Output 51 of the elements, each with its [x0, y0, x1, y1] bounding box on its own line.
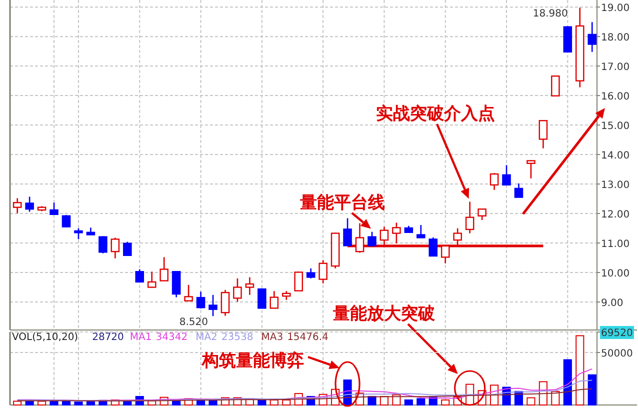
y-tick-label: 13.00	[601, 180, 630, 192]
bar	[258, 400, 266, 406]
bar	[270, 399, 278, 406]
bar	[416, 398, 426, 406]
y-tick-label: 17.00	[601, 62, 630, 74]
bar	[380, 396, 389, 406]
y-tick-label: 18.00	[601, 32, 630, 44]
candlestick	[12, 198, 22, 214]
text: MA3	[261, 332, 284, 343]
bar	[208, 400, 218, 406]
bar	[563, 359, 572, 406]
y-tick-label: 14.00	[601, 150, 630, 162]
candlestick	[282, 290, 291, 301]
text: MA2	[196, 332, 218, 343]
y-tick-label: 50000	[601, 348, 633, 360]
annotation: 8.520	[179, 317, 208, 328]
bar	[576, 335, 584, 406]
candlestick	[465, 201, 474, 234]
annotation: 构筑量能博弈	[201, 350, 304, 371]
text: MA1	[130, 332, 152, 343]
candlestick	[245, 276, 254, 296]
annotation: 18.980	[532, 8, 568, 20]
bar	[441, 399, 450, 406]
annotation: 15476.4	[287, 332, 328, 343]
annotation: 28720	[92, 332, 124, 343]
y-tick-label: 16.00	[601, 92, 630, 103]
y-tick-label: 69520	[601, 328, 633, 339]
bar	[13, 400, 22, 406]
annotation: 实战突破介入点	[376, 104, 495, 124]
bar	[282, 399, 291, 406]
chart-title: VOL(5,10,20)	[12, 332, 78, 343]
y-tick-label: 12.00	[601, 210, 630, 221]
bar	[196, 400, 206, 406]
line-series	[16, 380, 593, 402]
y-tick-label: 9.00	[601, 298, 624, 309]
line-series	[16, 388, 593, 402]
y-tick-label: 10.00	[601, 268, 630, 280]
y-tick-label: 19.00	[601, 3, 630, 14]
bar	[74, 402, 83, 406]
bar	[404, 399, 413, 406]
annotation: 23538	[221, 332, 254, 343]
bar	[588, 374, 596, 406]
bar	[526, 397, 536, 406]
annotation: 量能平台线	[299, 193, 385, 213]
y-tick-label: 15.00	[601, 121, 630, 132]
annotation: 量能放大突破	[332, 304, 436, 324]
annotation: 34342	[156, 332, 188, 343]
candlestick	[575, 7, 584, 88]
y-tick-label: 11.00	[601, 239, 630, 250]
bar	[551, 390, 560, 406]
bar	[86, 401, 96, 406]
